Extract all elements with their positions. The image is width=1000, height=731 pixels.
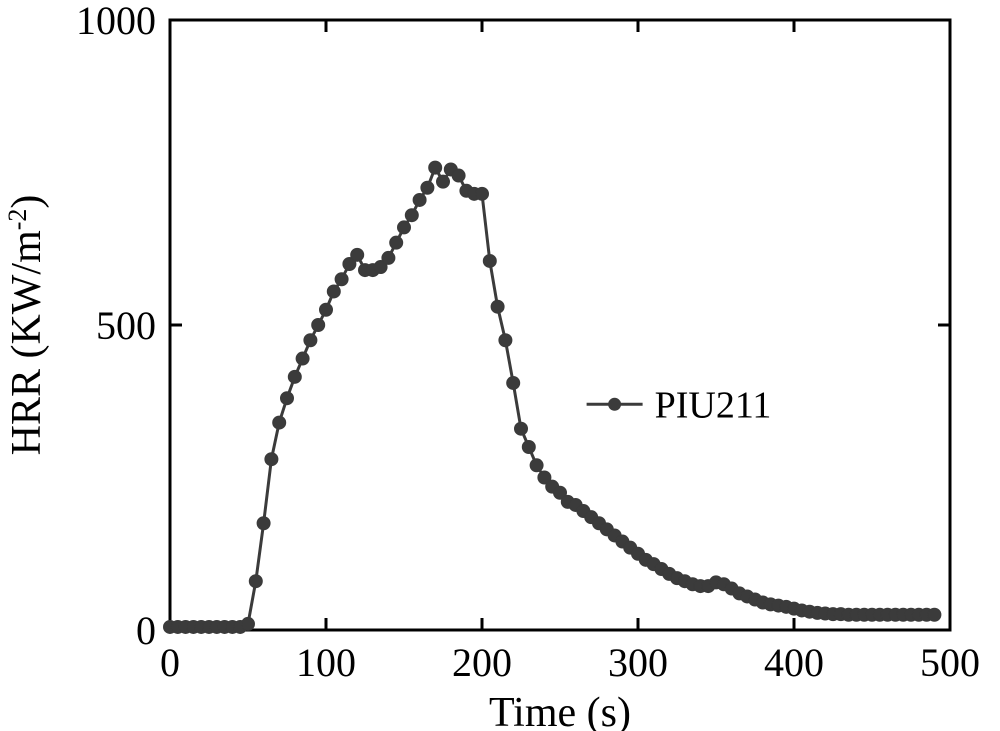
y-axis-label-close: ) [4, 195, 50, 209]
series-marker [281, 392, 294, 405]
series-marker [288, 370, 301, 383]
ytick-label: 0 [136, 608, 156, 653]
series-marker [296, 352, 309, 365]
series-marker [382, 251, 395, 264]
legend-label: PIU211 [655, 385, 772, 427]
series-marker [312, 319, 325, 332]
xtick-label: 500 [920, 640, 980, 685]
series-marker [320, 303, 333, 316]
series-marker [515, 422, 528, 435]
series-marker [242, 617, 255, 630]
ytick-label: 1000 [76, 0, 156, 43]
series-marker [304, 334, 317, 347]
y-axis-label-main: HRR (KW/m [4, 230, 50, 455]
series-marker [335, 273, 348, 286]
series-marker [507, 376, 520, 389]
series-marker [499, 334, 512, 347]
series-marker [483, 254, 496, 267]
series-marker [530, 459, 543, 472]
xtick-label: 400 [764, 640, 824, 685]
series-marker [249, 575, 262, 588]
series-marker [398, 221, 411, 234]
chart-container: 0 100 200 300 400 500 0 500 1000 Time (s) HRR (KW/… [0, 0, 1000, 731]
y-axis-label-sup: -2 [3, 209, 32, 231]
series-marker [351, 248, 364, 261]
y-axis-label: HRR (KW/m-2) [3, 195, 51, 456]
series-marker [491, 300, 504, 313]
series-marker [452, 169, 465, 182]
series-marker [405, 209, 418, 222]
series-marker [928, 608, 941, 621]
series-marker [327, 285, 340, 298]
xtick-label: 300 [608, 640, 668, 685]
x-axis-label: Time (s) [489, 690, 631, 731]
series-marker [429, 161, 442, 174]
series-marker [476, 187, 489, 200]
series-marker [413, 193, 426, 206]
series-marker [265, 453, 278, 466]
series-marker [437, 175, 450, 188]
series-marker [522, 441, 535, 454]
series-marker [257, 517, 270, 530]
xtick-label: 200 [452, 640, 512, 685]
xtick-label: 0 [160, 640, 180, 685]
ytick-label: 500 [96, 303, 156, 348]
legend-marker [608, 398, 621, 411]
series-marker [421, 181, 434, 194]
series-marker [390, 236, 403, 249]
series-marker [273, 416, 286, 429]
xtick-label: 100 [296, 640, 356, 685]
hrr-chart: 0 100 200 300 400 500 0 500 1000 Time (s) HRR (KW/… [0, 0, 1000, 731]
